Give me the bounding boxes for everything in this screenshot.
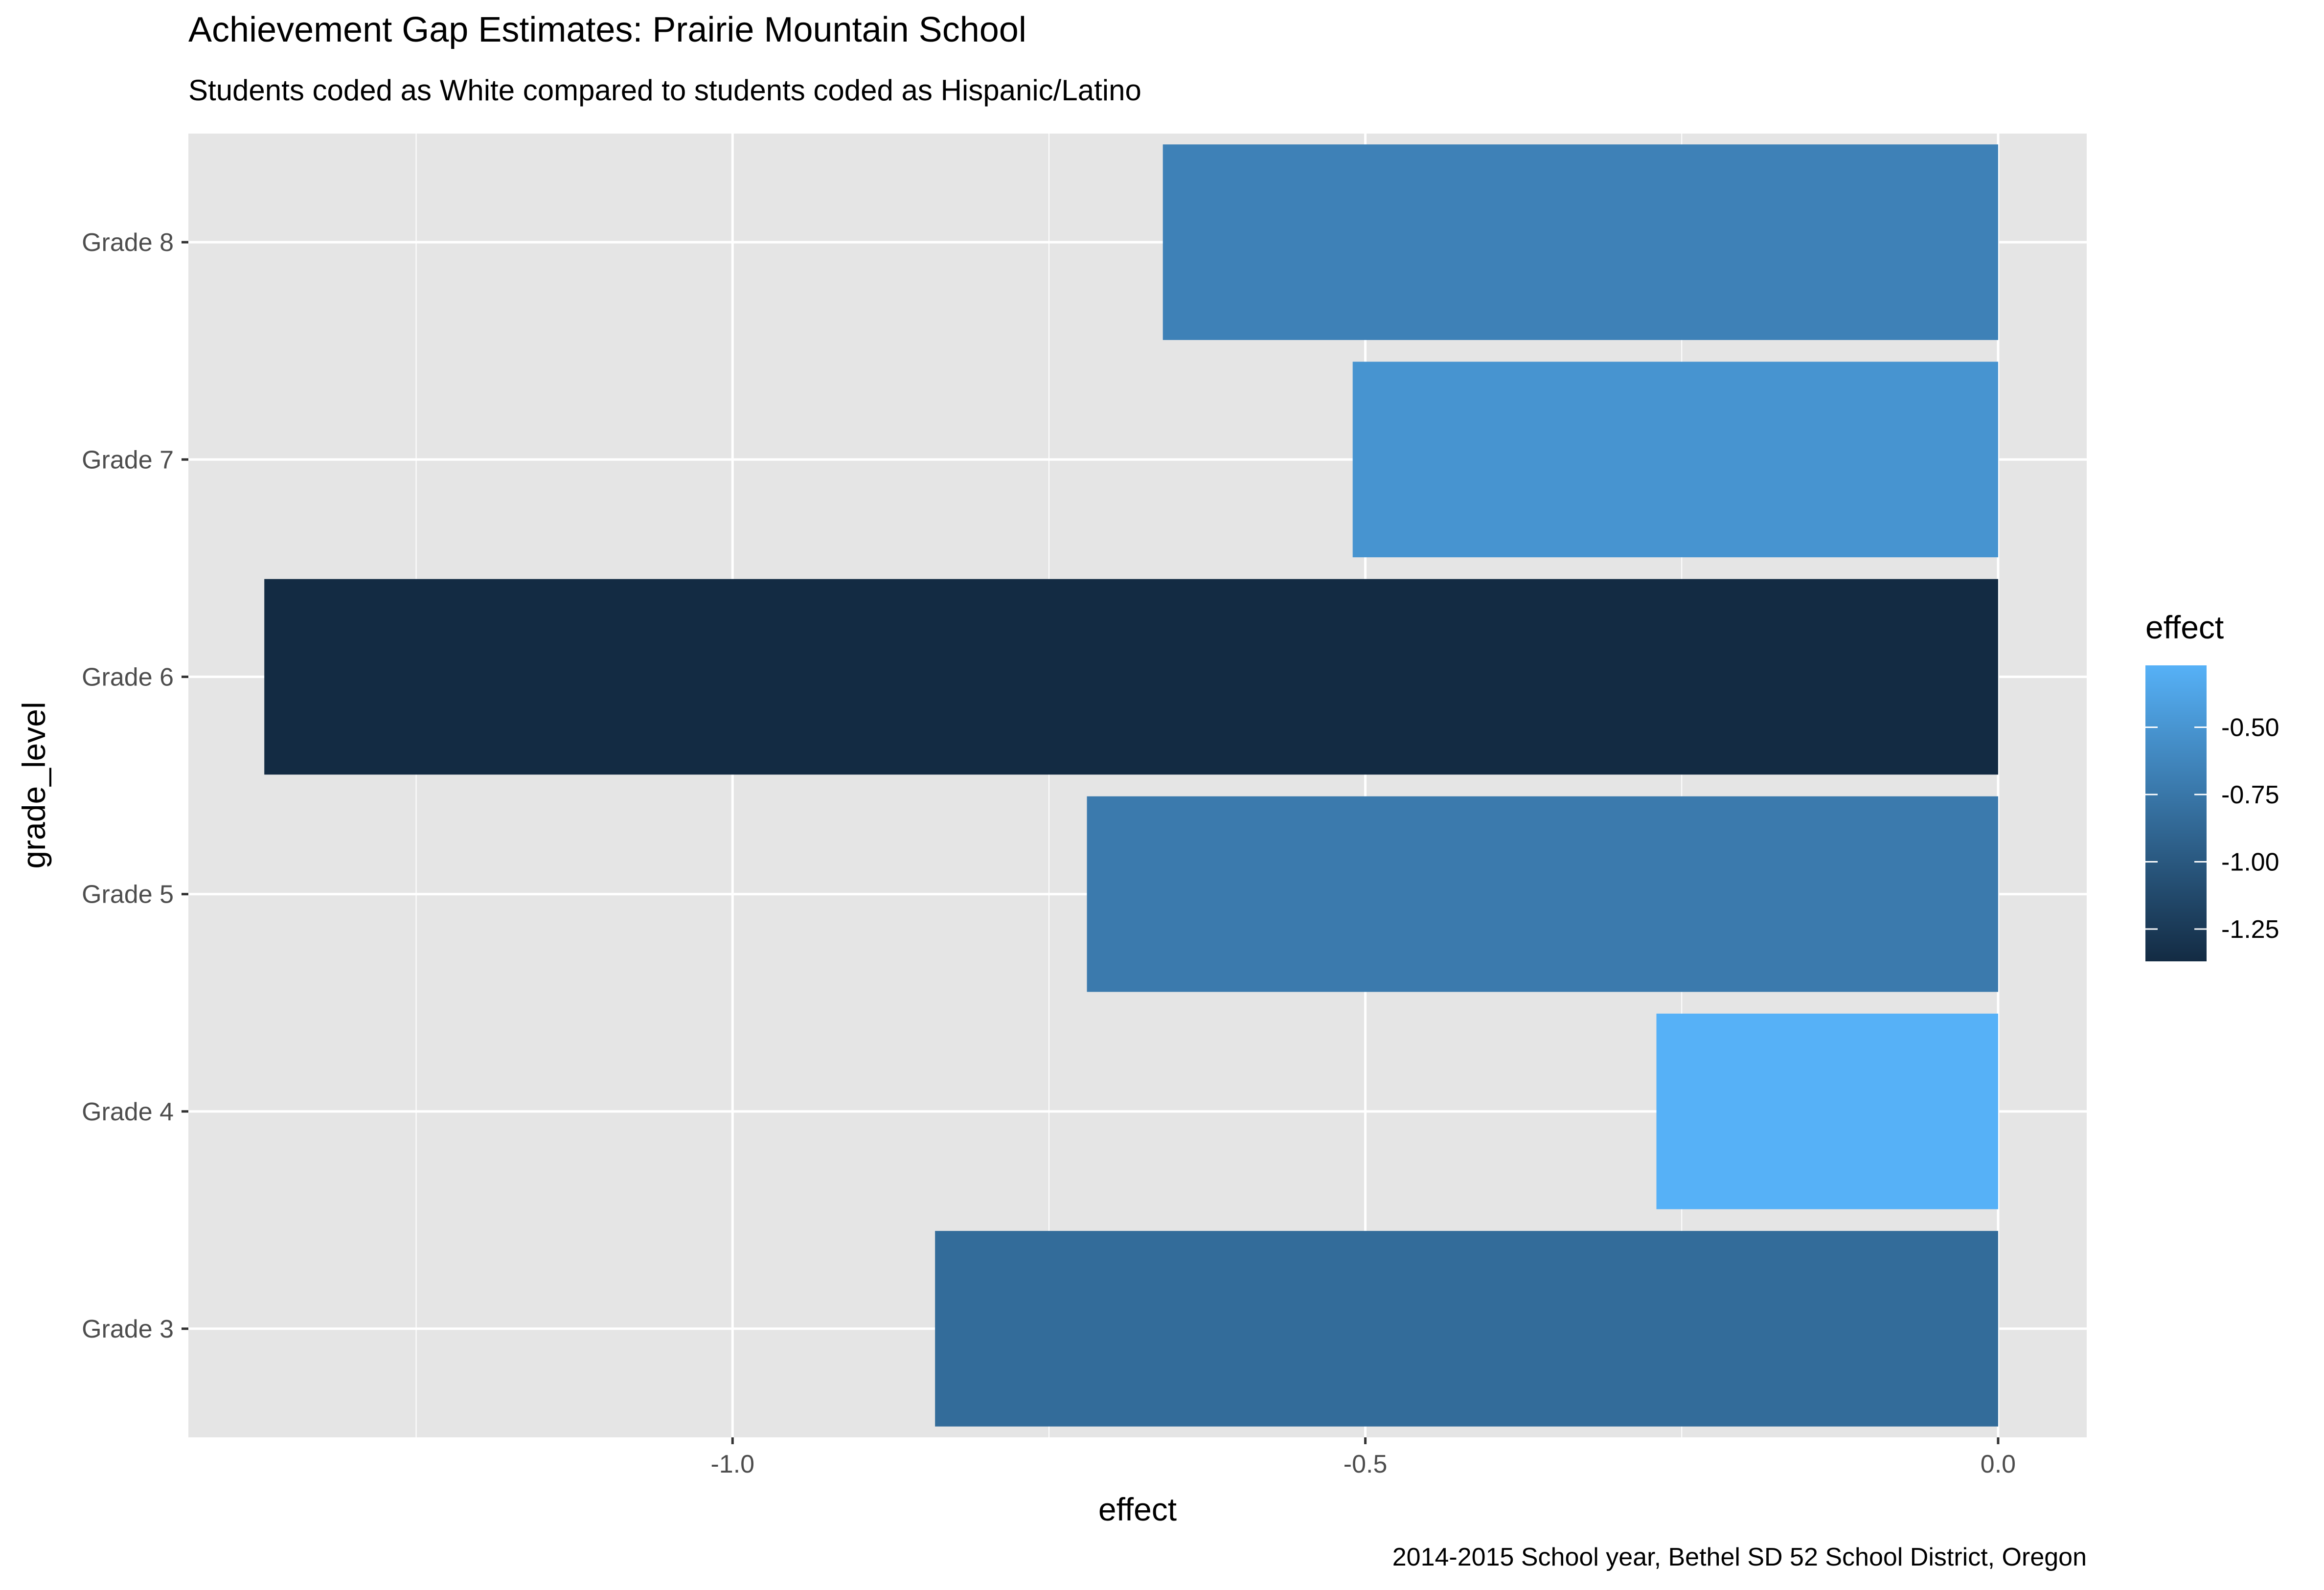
legend-colorbar <box>2145 665 2207 961</box>
legend-tick-label: -0.75 <box>2221 781 2279 809</box>
x-tick-label: 0.0 <box>1981 1450 2016 1478</box>
x-axis-title: effect <box>1098 1491 1177 1527</box>
bars <box>264 144 1998 1427</box>
y-axis: Grade 3 Grade 4 Grade 5 Grade 6 Grade 7 Grade… <box>82 228 188 1343</box>
y-tick-label: Grade 5 <box>82 881 174 909</box>
bar-grade-4 <box>1656 1013 1998 1209</box>
bar-grade-7 <box>1352 362 1998 558</box>
y-tick-label: Grade 7 <box>82 446 174 474</box>
chart-title: Achievement Gap Estimates: Prairie Mount… <box>188 10 1026 49</box>
y-axis-title: grade_level <box>16 702 52 868</box>
y-tick-label: Grade 4 <box>82 1098 174 1126</box>
bar-grade-3 <box>935 1231 1998 1427</box>
bar-grade-5 <box>1087 796 1998 992</box>
legend-tick-label: -0.50 <box>2221 714 2279 742</box>
chart-subtitle: Students coded as White compared to stud… <box>188 74 1141 107</box>
legend-tick-label: -1.00 <box>2221 848 2279 877</box>
x-axis: -1.0 -0.5 0.0 <box>710 1437 2016 1478</box>
y-tick-label: Grade 6 <box>82 663 174 691</box>
legend-ticks: -0.50 -0.75 -1.00 -1.25 <box>2145 714 2279 944</box>
legend-title: effect <box>2145 609 2224 645</box>
legend-tick-label: -1.25 <box>2221 915 2279 944</box>
y-tick-label: Grade 3 <box>82 1315 174 1343</box>
chart-caption: 2014-2015 School year, Bethel SD 52 Scho… <box>1392 1543 2087 1571</box>
bar-grade-8 <box>1162 144 1998 340</box>
y-tick-label: Grade 8 <box>82 228 174 257</box>
x-tick-label: -1.0 <box>710 1450 754 1478</box>
bar-grade-6 <box>264 579 1998 775</box>
x-tick-label: -0.5 <box>1344 1450 1388 1478</box>
grid-minor <box>415 134 1683 1437</box>
plot-panel <box>188 134 2087 1437</box>
